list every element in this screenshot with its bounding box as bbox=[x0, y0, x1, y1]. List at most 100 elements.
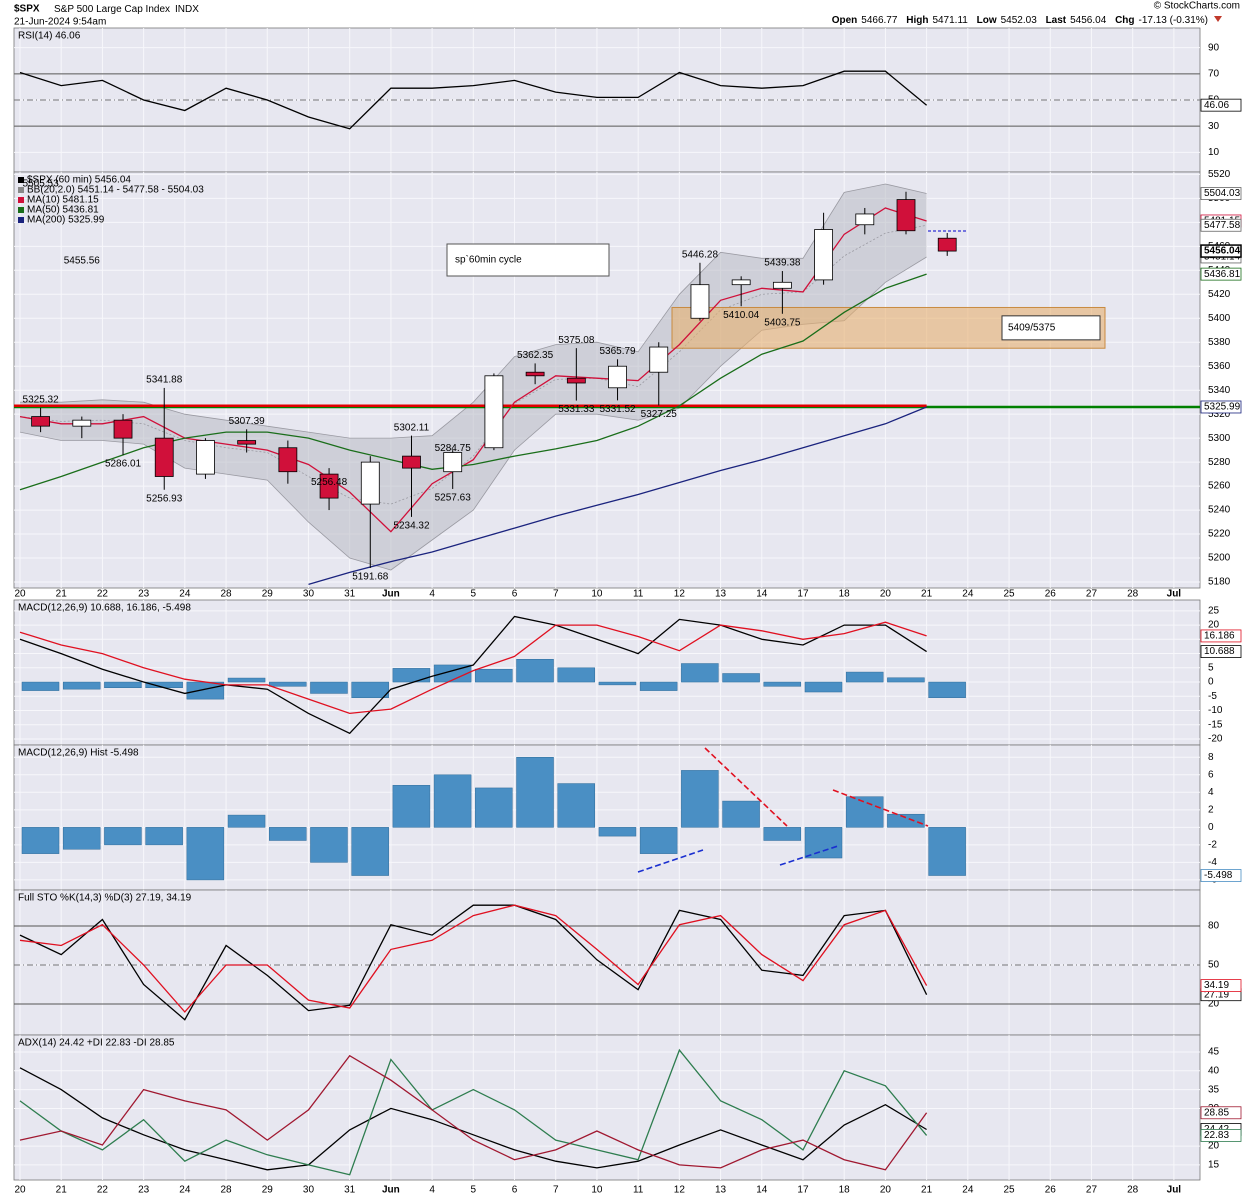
value-tag: 28.85 bbox=[1204, 1107, 1229, 1118]
macd-hist-bar bbox=[62, 827, 101, 850]
timestamp: 21-Jun-2024 9:54am bbox=[14, 17, 106, 28]
macd-hist-bar bbox=[310, 681, 348, 694]
macd-hist-bar bbox=[557, 783, 595, 828]
macd-hist-bar bbox=[433, 664, 472, 683]
x-tick-label: 28 bbox=[220, 1185, 232, 1196]
macd-hist-bar bbox=[392, 785, 431, 828]
x-tick-label: 21 bbox=[56, 1185, 68, 1196]
y-tick-label: 5260 bbox=[1208, 481, 1231, 492]
quote-line: Open 5466.77 High 5471.11 Low 5452.03 Last 5… bbox=[832, 15, 1208, 26]
price-annotation: 5257.63 bbox=[435, 493, 472, 504]
price-annotation: 5403.75 bbox=[764, 317, 801, 328]
y-tick-label: 80 bbox=[1208, 921, 1220, 932]
x-tick-label: 13 bbox=[715, 589, 727, 600]
x-tick-label: 6 bbox=[512, 589, 518, 600]
x-tick-label: 28 bbox=[1127, 1185, 1139, 1196]
price-annotation: 5455.56 bbox=[64, 255, 101, 266]
macd-hist-bar bbox=[516, 659, 554, 683]
y-tick-label: 20 bbox=[1208, 1141, 1220, 1152]
x-tick-label: 17 bbox=[797, 589, 809, 600]
quote-value: 5456.04 bbox=[1070, 15, 1107, 26]
exchange: INDX bbox=[175, 4, 199, 15]
price-annotation: 5331.52 bbox=[599, 404, 636, 415]
down-arrow bbox=[1214, 16, 1222, 22]
macd-hist-bar bbox=[763, 681, 802, 687]
x-tick-label: Jul bbox=[1167, 589, 1182, 600]
x-tick-label: Jul bbox=[1167, 1185, 1182, 1196]
y-tick-label: -10 bbox=[1208, 705, 1223, 716]
candle-body bbox=[237, 440, 257, 445]
macd-hist-bar bbox=[516, 757, 554, 828]
macd-hist-bar bbox=[722, 800, 760, 828]
y-tick-label: 20 bbox=[1208, 620, 1220, 631]
macd-hist-bar bbox=[269, 827, 307, 841]
price-annotation: 5284.75 bbox=[435, 443, 472, 454]
y-tick-label: 20 bbox=[1208, 999, 1220, 1010]
x-tick-label: 21 bbox=[921, 589, 933, 600]
price-annotation: 5446.28 bbox=[682, 249, 719, 260]
indicator-line bbox=[19, 1054, 928, 1171]
macd-hist-bar bbox=[433, 774, 472, 828]
macd-hist-bar bbox=[104, 827, 142, 846]
candle-body bbox=[113, 419, 133, 439]
quote-value: 5452.03 bbox=[1001, 15, 1038, 26]
x-tick-label: 20 bbox=[14, 589, 26, 600]
value-tag: 34.19 bbox=[1204, 980, 1229, 991]
value-tag-box bbox=[1200, 869, 1242, 882]
y-tick-label: 30 bbox=[1208, 121, 1220, 132]
indicator-line bbox=[19, 70, 928, 130]
candle-body bbox=[937, 237, 957, 252]
macd-hist-bar bbox=[639, 827, 678, 854]
panel-title: MACD(12,26,9) 10.688, 16.186, -5.498 bbox=[18, 603, 191, 614]
x-tick-label: Jun bbox=[382, 589, 400, 600]
x-tick-label: 30 bbox=[303, 1185, 315, 1196]
macd-hist-bar bbox=[887, 677, 925, 683]
value-tag: 5456.04 bbox=[1204, 246, 1241, 257]
y-tick-label: 10 bbox=[1208, 147, 1220, 158]
value-tag-box bbox=[1200, 187, 1242, 200]
candle-body bbox=[278, 447, 298, 473]
x-tick-label: 7 bbox=[553, 589, 559, 600]
price-annotation: 5365.79 bbox=[599, 346, 636, 357]
zone-label: 5409/5375 bbox=[1008, 322, 1056, 333]
price-annotation: 5410.04 bbox=[723, 310, 760, 321]
value-tag-box bbox=[1200, 244, 1242, 258]
bollinger-middle bbox=[19, 224, 927, 505]
x-tick-label: 14 bbox=[756, 589, 768, 600]
macd-hist-bar bbox=[227, 814, 266, 828]
y-tick-label: 2 bbox=[1208, 804, 1214, 815]
x-tick-label: 5 bbox=[471, 1185, 477, 1196]
x-tick-label: 20 bbox=[880, 589, 892, 600]
price-annotation: 5307.39 bbox=[229, 416, 266, 427]
x-tick-label: 12 bbox=[674, 589, 686, 600]
x-tick-label: 29 bbox=[262, 1185, 274, 1196]
price-annotation: 5256.93 bbox=[146, 493, 183, 504]
y-tick-label: -20 bbox=[1208, 734, 1223, 745]
x-tick-label: 17 bbox=[797, 1185, 809, 1196]
value-tag: 5436.81 bbox=[1204, 269, 1241, 280]
x-tick-label: 6 bbox=[512, 1185, 518, 1196]
y-tick-label: 5 bbox=[1208, 662, 1214, 673]
x-tick-label: 7 bbox=[553, 1185, 559, 1196]
x-tick-label: 4 bbox=[429, 589, 435, 600]
quote-value: 5471.11 bbox=[932, 15, 968, 26]
trend-line bbox=[779, 845, 839, 866]
panel-title: ADX(14) 24.42 +DI 22.83 -DI 28.85 bbox=[18, 1038, 175, 1049]
value-tag-box bbox=[1200, 267, 1242, 281]
value-tag-box bbox=[1200, 1129, 1242, 1142]
x-tick-label: 23 bbox=[138, 1185, 150, 1196]
legend-swatch bbox=[18, 207, 24, 213]
indicator-line bbox=[19, 1048, 928, 1176]
x-tick-label: 12 bbox=[674, 1185, 686, 1196]
y-tick-label: 5340 bbox=[1208, 385, 1231, 396]
y-tick-label: -15 bbox=[1208, 719, 1223, 730]
price-annotation: 5327.25 bbox=[641, 409, 678, 420]
indicator-line bbox=[19, 621, 927, 715]
macd-hist-bar bbox=[475, 787, 513, 828]
symbol: $SPX bbox=[14, 4, 40, 15]
macd-hist-bar bbox=[351, 827, 389, 876]
value-tag-box bbox=[1200, 400, 1242, 414]
value-tag-box bbox=[1200, 979, 1242, 992]
symbol-name: S&P 500 Large Cap Index INDX bbox=[54, 4, 199, 15]
